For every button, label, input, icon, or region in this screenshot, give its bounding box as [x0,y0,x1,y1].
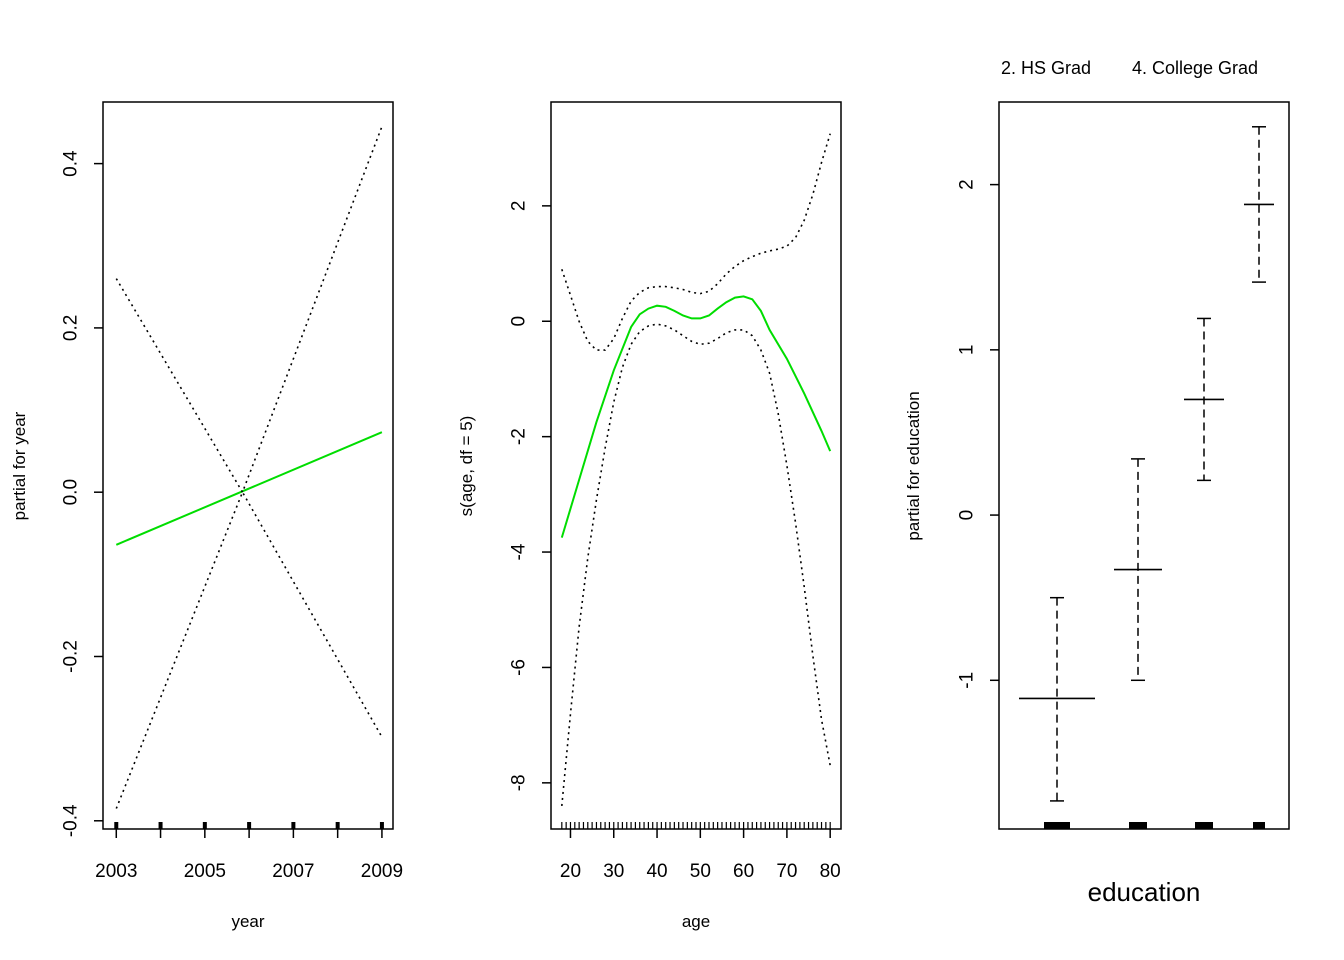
year-lower-band-line [115,490,383,809]
age-y-tick-label: -6 [509,659,530,676]
year-fit-line [115,431,383,546]
age-x-tick-label: 70 [776,861,797,882]
age-fit-line [560,295,832,538]
age-x-tick-label: 50 [690,861,711,882]
panel-year-frame [102,101,394,830]
education-rug-mark [1044,822,1070,829]
age-lower-band-line [561,323,831,806]
age-y-tick-label: 0 [509,316,530,327]
year-y-tick-label: 0.2 [61,315,82,341]
year-y-tick-label: -0.2 [61,640,82,673]
panel-age-frame [550,101,842,830]
education-y-tick-label: -1 [957,672,978,689]
age-x-tick-label: 40 [646,861,667,882]
education-y-tick-label: 2 [957,179,978,190]
age-y-tick-label: 2 [509,201,530,212]
education-y-tick-label: 0 [957,510,978,521]
age-x-tick-label: 20 [560,861,581,882]
year-y-tick-label: -0.4 [61,804,82,837]
education-top-label-hs-grad: 2. HS Grad [1001,58,1091,78]
education-y-axis-label: partial for education [904,391,923,540]
age-y-tick-label: -2 [509,428,530,445]
year-upper-band-line [115,126,383,495]
panel-education: -1 0 1 2 2. HS Grad 4. College Grad educati… [904,58,1290,907]
age-upper-band-line [561,133,831,351]
education-x-axis-label: education [1088,877,1201,907]
year-x-tick-label: 2003 [95,861,137,882]
panel-age: -8 -6 -4 -2 0 2 20 30 40 50 60 70 80 age s(age, df =… [457,101,842,931]
age-x-tick-label: 30 [603,861,624,882]
year-x-axis-label: year [231,912,264,931]
year-y-tick-label: 0.0 [61,479,82,505]
age-x-tick-label: 80 [820,861,841,882]
panel-year: -0.4 -0.2 0.0 0.2 0.4 2003 2005 2007 2009 year p… [10,101,403,931]
age-y-tick-label: -8 [509,774,530,791]
year-y-axis-label: partial for year [10,411,29,520]
panel-education-frame [998,101,1290,830]
year-y-tick-label: 0.4 [61,150,82,177]
education-rug-mark [1195,822,1213,829]
age-x-tick-label: 60 [733,861,754,882]
year-x-tick-label: 2009 [361,861,403,882]
education-rug-mark [1253,822,1265,829]
education-top-label-college-grad: 4. College Grad [1132,58,1258,78]
year-x-tick-label: 2005 [184,861,226,882]
age-y-axis-label: s(age, df = 5) [457,416,476,517]
age-y-tick-label: -4 [509,543,530,560]
age-x-axis-label: age [682,912,710,931]
education-y-tick-label: 1 [957,345,978,356]
education-rug-mark [1129,822,1147,829]
year-x-tick-label: 2007 [272,861,314,882]
